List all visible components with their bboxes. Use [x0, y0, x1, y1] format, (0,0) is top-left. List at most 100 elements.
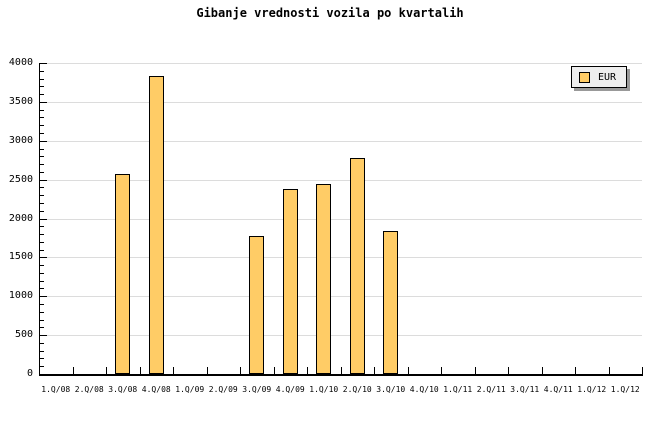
- y-tick-label: 2500: [8, 173, 33, 185]
- legend-label: EUR: [598, 71, 617, 83]
- y-tick-label: 0: [26, 368, 33, 379]
- x-tick-label: 4.Q/10: [409, 385, 439, 394]
- y-tick-label: 500: [14, 329, 33, 341]
- y-axis-tick: [40, 179, 47, 181]
- y-axis-tick: [40, 218, 47, 220]
- y-axis-minor-tick: [40, 366, 44, 368]
- x-tick-label: 4.Q/08: [141, 385, 171, 394]
- y-axis-minor-tick: [40, 156, 44, 158]
- x-axis-tick: [408, 367, 409, 374]
- y-axis-tick: [40, 63, 47, 64]
- x-axis-tick: [508, 367, 509, 374]
- bar: [148, 76, 164, 374]
- y-axis-minor-tick: [40, 327, 44, 329]
- x-axis-tick: [173, 367, 174, 374]
- x-axis-tick: [441, 367, 442, 374]
- y-axis-minor-tick: [40, 132, 44, 134]
- x-tick-label: 3.Q/10: [376, 385, 406, 394]
- gridline: [39, 296, 642, 298]
- y-axis-minor-tick: [40, 358, 44, 360]
- bar: [282, 188, 298, 374]
- bar: [349, 157, 365, 374]
- y-tick-label: 3500: [8, 95, 33, 107]
- gridline: [39, 101, 642, 103]
- y-axis-minor-tick: [40, 94, 44, 96]
- x-axis-tick: [307, 367, 308, 374]
- x-axis-tick: [609, 367, 610, 374]
- chart-title: Gibanje vrednosti vozila po kvartalih: [196, 6, 464, 20]
- y-axis-minor-tick: [40, 319, 44, 321]
- gridline: [39, 179, 642, 181]
- y-axis-minor-tick: [40, 265, 44, 267]
- y-axis-minor-tick: [40, 311, 44, 313]
- x-tick-label: 3.Q/09: [242, 385, 272, 394]
- x-axis-tick: [106, 367, 107, 374]
- y-axis-minor-tick: [40, 187, 44, 189]
- y-axis-tick: [40, 101, 47, 103]
- x-axis-tick: [642, 367, 643, 374]
- x-tick-label: 2.Q/09: [208, 385, 238, 394]
- y-axis-minor-tick: [40, 342, 44, 344]
- y-tick-label: 2000: [8, 212, 33, 224]
- y-axis-minor-tick: [40, 272, 44, 274]
- y-axis-minor-tick: [40, 125, 44, 127]
- y-tick-label: 4000: [8, 57, 33, 68]
- y-axis-minor-tick: [40, 202, 44, 204]
- y-tick-label: 1500: [8, 251, 33, 263]
- y-axis: [39, 63, 40, 376]
- x-tick-label: 1.Q/09: [175, 385, 205, 394]
- y-axis-minor-tick: [40, 86, 44, 88]
- bar: [316, 183, 332, 374]
- x-tick-label: 1.Q/10: [309, 385, 339, 394]
- x-axis-tick: [73, 367, 74, 374]
- y-axis-minor-tick: [40, 350, 44, 352]
- y-axis-minor-tick: [40, 109, 44, 111]
- x-tick-label: 3.Q/11: [510, 385, 540, 394]
- gridline: [39, 63, 642, 64]
- legend-swatch-icon: [579, 71, 590, 83]
- bar: [383, 230, 399, 374]
- y-axis-minor-tick: [40, 234, 44, 236]
- bar: [249, 235, 265, 374]
- gridline: [39, 218, 642, 220]
- y-axis-minor-tick: [40, 210, 44, 212]
- y-axis-minor-tick: [40, 78, 44, 80]
- x-tick-label: 2.Q/10: [342, 385, 372, 394]
- bar: [115, 174, 131, 374]
- legend: EUR: [571, 66, 627, 88]
- y-axis-minor-tick: [40, 195, 44, 197]
- gridline: [39, 140, 642, 142]
- x-axis-tick: [542, 367, 543, 374]
- x-axis-tick: [274, 367, 275, 374]
- x-tick-label: 1.Q/08: [41, 385, 71, 394]
- y-axis-minor-tick: [40, 171, 44, 173]
- y-axis-minor-tick: [40, 280, 44, 282]
- x-axis-tick: [240, 367, 241, 374]
- x-axis-tick: [341, 367, 342, 374]
- x-tick-label: 2.Q/08: [74, 385, 104, 394]
- x-tick-label: 4.Q/09: [275, 385, 305, 394]
- x-axis-tick: [140, 367, 141, 374]
- x-tick-label: 3.Q/08: [108, 385, 138, 394]
- x-tick-label: 4.Q/11: [543, 385, 573, 394]
- x-axis-tick: [207, 367, 208, 374]
- x-tick-label: 1.Q/12: [577, 385, 607, 394]
- y-axis-minor-tick: [40, 249, 44, 251]
- gridline: [39, 257, 642, 259]
- gridline: [39, 335, 642, 337]
- y-axis-minor-tick: [40, 148, 44, 150]
- y-axis-minor-tick: [40, 288, 44, 290]
- y-axis-tick: [40, 296, 47, 298]
- x-tick-label: 2.Q/11: [476, 385, 506, 394]
- plot-area: [39, 63, 643, 374]
- y-axis-minor-tick: [40, 226, 44, 228]
- y-axis-tick: [40, 257, 47, 259]
- y-tick-label: 3000: [8, 134, 33, 146]
- y-axis-minor-tick: [40, 117, 44, 119]
- y-axis-tick: [40, 335, 47, 337]
- y-axis-minor-tick: [40, 70, 44, 72]
- x-axis-tick: [374, 367, 375, 374]
- x-axis: [39, 374, 643, 376]
- x-tick-label: 1.Q/11: [443, 385, 473, 394]
